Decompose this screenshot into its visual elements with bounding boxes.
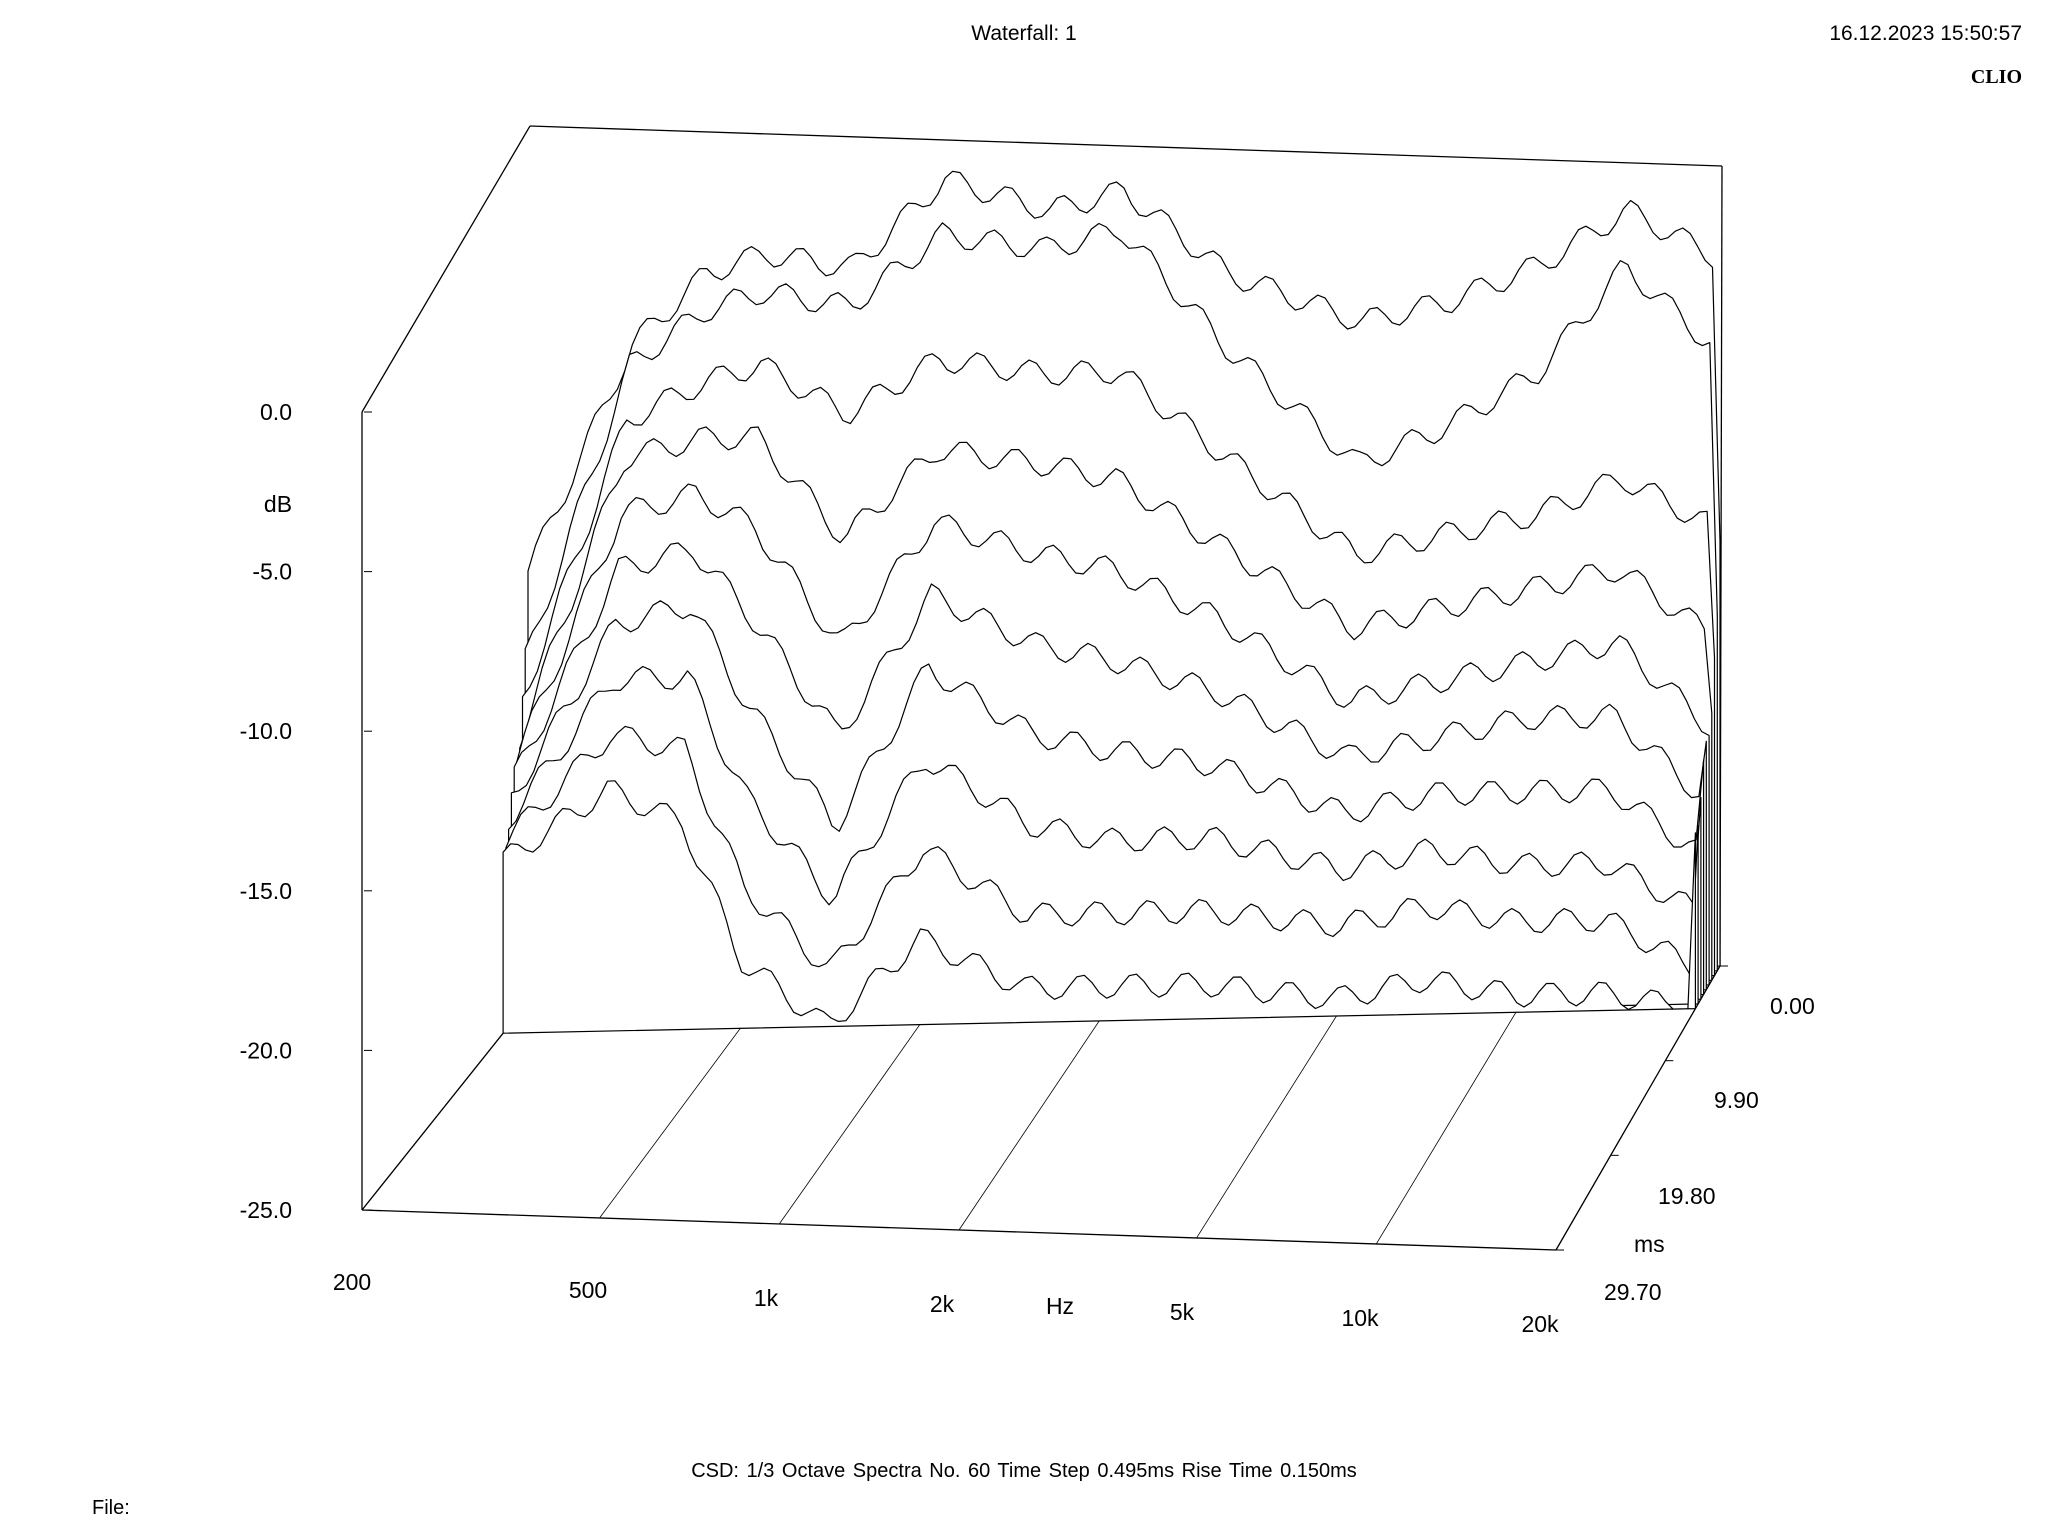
x-tick-label: 2k — [930, 1291, 955, 1317]
file-label: File: — [92, 1497, 130, 1519]
x-tick-label: 10k — [1341, 1305, 1379, 1331]
y-tick-label: -5.0 — [252, 559, 292, 585]
y-tick-label: -20.0 — [240, 1037, 292, 1063]
left-top-edge — [361, 125, 531, 413]
x-tick-label: 20k — [1521, 1311, 1559, 1337]
chart-title: Waterfall: 1 — [971, 22, 1077, 45]
clio-brand-label: CLIO — [1970, 66, 2022, 88]
x-tick-label: 5k — [1170, 1299, 1195, 1325]
x-tick-label: 1k — [754, 1285, 779, 1311]
floor-grid-line — [958, 983, 1125, 1231]
y-axis-label: dB — [264, 491, 292, 517]
back-top-edge — [529, 125, 1723, 167]
z-tick-label: 19.80 — [1658, 1183, 1716, 1209]
z-tick-label: 29.70 — [1604, 1279, 1662, 1305]
z-tick-label: 0.00 — [1770, 993, 1815, 1019]
floor-grid-line — [361, 1001, 529, 1211]
y-tick-label: 0.0 — [260, 399, 292, 425]
x-tick-label: 500 — [569, 1277, 607, 1303]
y-tick-label: -25.0 — [240, 1197, 292, 1223]
y-tick-label: -10.0 — [240, 718, 292, 744]
x-tick-label: 200 — [333, 1269, 371, 1295]
floor-grid — [361, 965, 1721, 1251]
timestamp: 16.12.2023 15:50:57 — [1829, 22, 2022, 45]
spectrum-slice — [505, 725, 1699, 1031]
floor-grid-line — [778, 989, 945, 1225]
floor-grid-line — [1196, 976, 1362, 1239]
x-axis-label: Hz — [1046, 1293, 1074, 1319]
spectra-slices — [502, 170, 1721, 1034]
axis-labels: 0.0 -5.0 -10.0 -15.0 -20.0 -25.0 dB 200 500 1k 2k 5… — [240, 399, 1815, 1337]
measurement-info: CSD: 1/3 Octave Spectra No. 60 Time Step… — [691, 1460, 1357, 1482]
floor-grid-line — [1555, 965, 1721, 1251]
spectrum-slice — [502, 780, 1696, 1034]
z-axis-label: ms — [1634, 1231, 1665, 1257]
floor-grid-line — [1375, 971, 1541, 1245]
y-tick-label: -15.0 — [240, 878, 292, 904]
z-tick-label: 9.90 — [1714, 1087, 1759, 1113]
floor-grid-line — [599, 994, 766, 1219]
